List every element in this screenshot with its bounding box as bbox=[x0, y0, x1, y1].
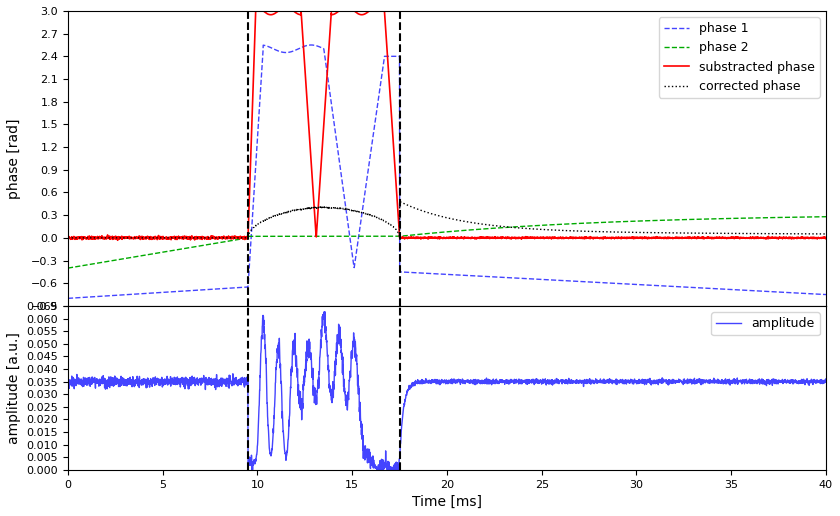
corrected phase bbox=[63, 235, 73, 241]
phase 1 bbox=[614, 280, 624, 286]
corrected phase bbox=[760, 231, 770, 237]
corrected phase bbox=[387, 223, 397, 229]
amplitude bbox=[423, 380, 433, 386]
substracted phase bbox=[63, 234, 73, 240]
phase 2 bbox=[821, 214, 831, 220]
substracted phase bbox=[381, 43, 391, 49]
substracted phase bbox=[423, 234, 433, 240]
amplitude bbox=[614, 380, 624, 386]
substracted phase bbox=[798, 235, 808, 241]
X-axis label: Time [ms]: Time [ms] bbox=[412, 495, 482, 509]
substracted phase bbox=[388, 134, 398, 140]
Line: phase 2: phase 2 bbox=[68, 217, 826, 268]
corrected phase bbox=[423, 209, 433, 216]
phase 2 bbox=[387, 233, 397, 239]
amplitude bbox=[388, 465, 398, 472]
phase 2 bbox=[613, 219, 623, 225]
amplitude bbox=[798, 380, 808, 386]
amplitude bbox=[320, 309, 330, 315]
phase 1 bbox=[760, 288, 770, 295]
amplitude bbox=[381, 461, 391, 467]
Line: corrected phase: corrected phase bbox=[68, 202, 826, 238]
Legend: amplitude: amplitude bbox=[711, 312, 820, 335]
phase 2 bbox=[798, 214, 808, 220]
Line: amplitude: amplitude bbox=[68, 312, 826, 470]
Line: substracted phase: substracted phase bbox=[68, 7, 826, 240]
phase 2 bbox=[63, 265, 73, 271]
phase 2 bbox=[381, 233, 391, 239]
phase 1 bbox=[423, 270, 433, 277]
phase 1 bbox=[821, 292, 831, 298]
phase 1 bbox=[798, 290, 808, 296]
amplitude bbox=[821, 376, 831, 382]
substracted phase bbox=[821, 235, 831, 241]
phase 2 bbox=[760, 215, 770, 221]
corrected phase bbox=[821, 231, 831, 237]
Line: phase 1: phase 1 bbox=[68, 45, 826, 298]
phase 1 bbox=[306, 42, 316, 48]
amplitude bbox=[247, 466, 257, 473]
Y-axis label: phase [rad]: phase [rad] bbox=[7, 118, 21, 199]
Y-axis label: amplitude [a.u.]: amplitude [a.u.] bbox=[7, 332, 21, 444]
substracted phase bbox=[113, 237, 123, 244]
corrected phase bbox=[798, 231, 808, 237]
corrected phase bbox=[381, 219, 391, 225]
phase 1 bbox=[387, 53, 397, 59]
amplitude bbox=[760, 380, 770, 386]
phase 2 bbox=[423, 230, 433, 236]
amplitude bbox=[63, 381, 73, 387]
substracted phase bbox=[760, 235, 770, 241]
phase 1 bbox=[381, 53, 391, 59]
corrected phase bbox=[614, 229, 624, 235]
substracted phase bbox=[614, 234, 624, 240]
Legend: phase 1, phase 2, substracted phase, corrected phase: phase 1, phase 2, substracted phase, cor… bbox=[659, 17, 820, 98]
substracted phase bbox=[250, 4, 260, 10]
phase 1 bbox=[63, 295, 73, 301]
corrected phase bbox=[395, 199, 405, 205]
